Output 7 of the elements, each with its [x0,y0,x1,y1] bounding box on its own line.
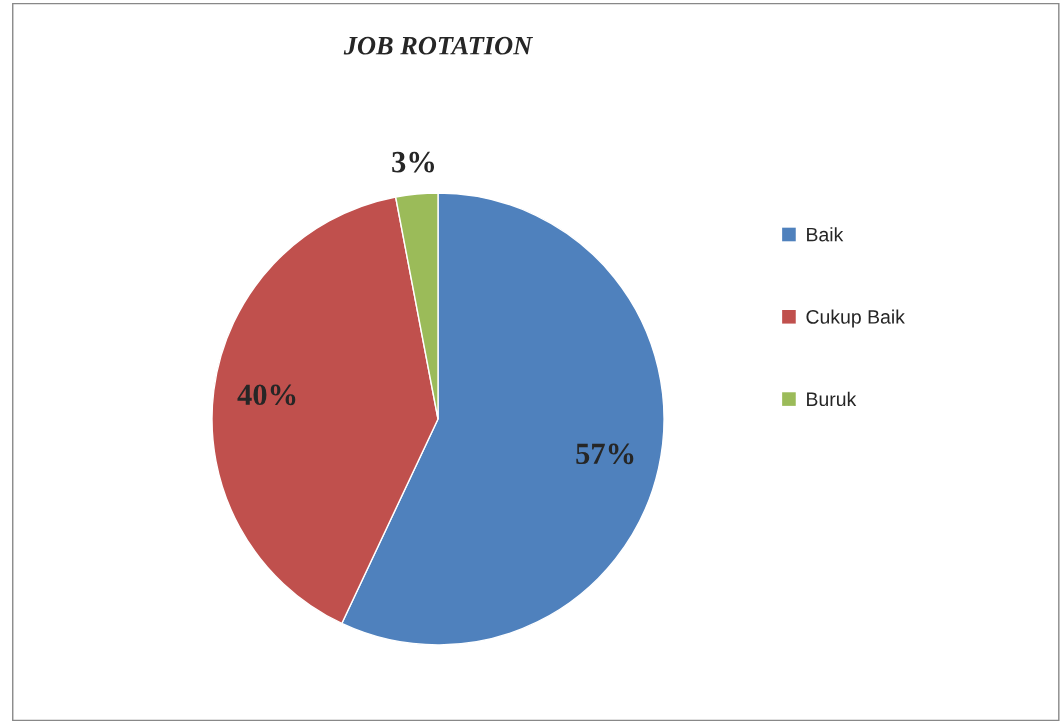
legend-label: Cukup Baik [806,309,905,328]
legend-label: Baik [807,227,844,242]
data-label: 57% [576,443,634,465]
data-label: 3% [392,151,435,173]
chart-title: JOB ROTATION [343,36,533,55]
data-label: 40% [237,384,296,406]
legend-label: Buruk [807,391,857,407]
